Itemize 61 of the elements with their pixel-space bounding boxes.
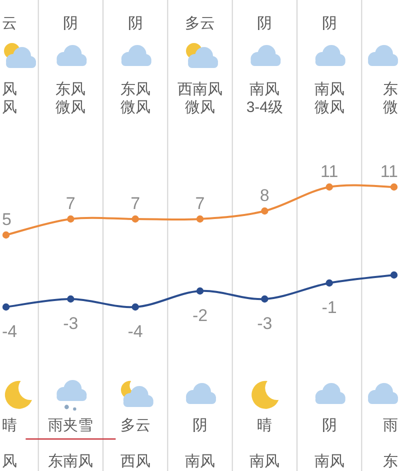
annotation: 阴 bbox=[128, 15, 143, 32]
annotation: 东风 bbox=[120, 81, 150, 98]
point bbox=[2, 231, 10, 239]
annotation: 南风 bbox=[185, 453, 215, 470]
annotation: 阴 bbox=[322, 15, 337, 32]
point bbox=[261, 295, 268, 303]
annotation: 3-4级 bbox=[246, 99, 283, 116]
annotation: 东 bbox=[383, 453, 398, 470]
annotation: 东南风 bbox=[48, 453, 94, 470]
point bbox=[196, 287, 204, 295]
annotation: 微 bbox=[383, 99, 398, 116]
data-label: -4 bbox=[2, 322, 18, 341]
category-label: 雨夹雪 bbox=[48, 417, 94, 434]
data-label: 7 bbox=[66, 194, 76, 213]
point bbox=[326, 279, 333, 287]
data-label: 5 bbox=[2, 210, 12, 229]
annotation: 南风 bbox=[314, 81, 344, 98]
annotation: 微风 bbox=[56, 99, 86, 116]
point bbox=[132, 215, 139, 223]
category-label: 阴 bbox=[192, 417, 208, 434]
category-label: 多云 bbox=[120, 417, 150, 434]
annotation: 西风 bbox=[120, 453, 150, 470]
data-label: -3 bbox=[63, 314, 78, 333]
annotation: 东 bbox=[383, 81, 398, 98]
data-label: -4 bbox=[128, 322, 143, 341]
point bbox=[261, 207, 268, 215]
data-label: 11 bbox=[320, 162, 338, 181]
annotation: 东风 bbox=[56, 81, 86, 98]
data-label: 11 bbox=[380, 162, 398, 181]
annotation: 风 bbox=[2, 81, 17, 98]
data-label: -1 bbox=[322, 298, 337, 317]
category-label: 雨 bbox=[383, 417, 398, 434]
point bbox=[326, 183, 333, 191]
point bbox=[67, 215, 74, 223]
data-label: 7 bbox=[195, 194, 205, 213]
annotation: 阴 bbox=[63, 15, 78, 32]
point bbox=[132, 303, 139, 311]
point bbox=[196, 215, 204, 223]
category-label: 阴 bbox=[322, 417, 337, 434]
annotation: 微风 bbox=[185, 99, 215, 116]
annotation: 西南风 bbox=[178, 81, 222, 98]
annotation: 云 bbox=[2, 15, 17, 32]
annotation: 风 bbox=[2, 99, 17, 116]
category-label: 晴 bbox=[2, 417, 17, 434]
data-label: -3 bbox=[257, 314, 272, 333]
category-label: 晴 bbox=[257, 417, 272, 434]
point bbox=[67, 295, 74, 303]
annotation: 风 bbox=[2, 453, 17, 470]
point bbox=[2, 303, 10, 311]
annotation: 南风 bbox=[314, 453, 344, 470]
annotation: 微风 bbox=[120, 99, 150, 116]
data-label: 8 bbox=[260, 186, 270, 205]
annotation: 阴 bbox=[257, 15, 272, 32]
point bbox=[390, 271, 398, 279]
annotation: 南风 bbox=[250, 81, 280, 98]
point bbox=[390, 183, 398, 191]
data-label: 7 bbox=[130, 194, 140, 213]
annotation: 南风 bbox=[250, 453, 280, 470]
annotation: 微风 bbox=[314, 99, 344, 116]
data-label: -2 bbox=[192, 306, 208, 325]
annotation: 多云 bbox=[185, 15, 215, 32]
